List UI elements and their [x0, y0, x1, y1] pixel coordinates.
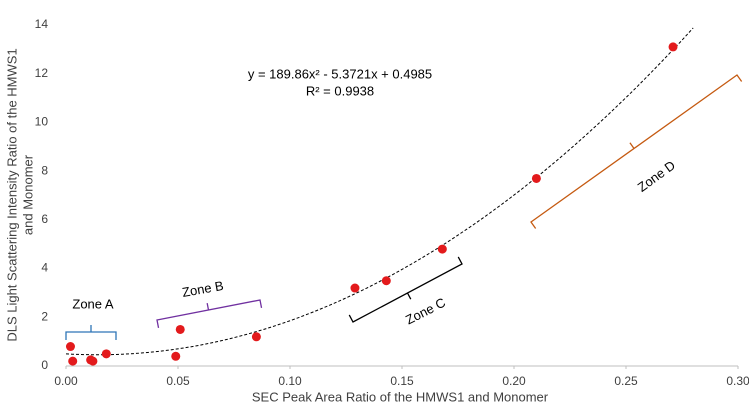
y-tick-label: 14 — [35, 17, 49, 31]
x-tick-label: 0.15 — [390, 374, 414, 388]
zone-bracket — [156, 299, 263, 328]
zone-bracket — [530, 74, 743, 229]
data-point — [65, 342, 75, 352]
data-point — [68, 356, 78, 366]
y-tick-label: 8 — [41, 163, 48, 177]
zone-label: Zone D — [635, 158, 678, 195]
y-axis-label-line: DLS Light Scattering Intensity Ratio of … — [4, 48, 19, 341]
trend-r-squared: R² = 0.9938 — [306, 83, 374, 98]
data-point — [668, 42, 678, 52]
zone-label: Zone C — [403, 295, 448, 328]
y-tick-label: 4 — [41, 261, 48, 275]
data-point — [101, 349, 111, 359]
x-tick-label: 0.10 — [278, 374, 302, 388]
data-point — [171, 351, 181, 361]
data-point — [88, 356, 98, 366]
x-tick-label: 0.30 — [726, 374, 749, 388]
data-point — [531, 173, 541, 183]
trend-equation: y = 189.86x² - 5.3721x + 0.4985 — [248, 66, 432, 81]
y-tick-label: 0 — [41, 358, 48, 372]
y-tick-label: 10 — [35, 115, 49, 129]
y-tick-label: 12 — [35, 66, 49, 80]
data-point — [350, 283, 360, 293]
x-tick-label: 0.00 — [54, 374, 78, 388]
zone-bracket — [65, 325, 117, 340]
y-axis-label-line: and Monomer — [20, 154, 35, 235]
x-axis-label: SEC Peak Area Ratio of the HMWS1 and Mon… — [252, 389, 549, 404]
data-point — [175, 324, 185, 334]
x-tick-label: 0.20 — [502, 374, 526, 388]
trendline — [65, 27, 694, 356]
zone-label: Zone B — [181, 278, 225, 300]
data-point — [437, 244, 447, 254]
zone-bracket — [348, 256, 463, 323]
data-point — [381, 276, 391, 286]
y-axis-label: DLS Light Scattering Intensity Ratio of … — [4, 48, 35, 341]
zone-label: Zone A — [72, 296, 114, 311]
x-tick-label: 0.05 — [166, 374, 190, 388]
y-tick-label: 2 — [41, 309, 48, 323]
data-point — [251, 332, 261, 342]
y-tick-label: 6 — [41, 212, 48, 226]
x-tick-label: 0.25 — [614, 374, 638, 388]
